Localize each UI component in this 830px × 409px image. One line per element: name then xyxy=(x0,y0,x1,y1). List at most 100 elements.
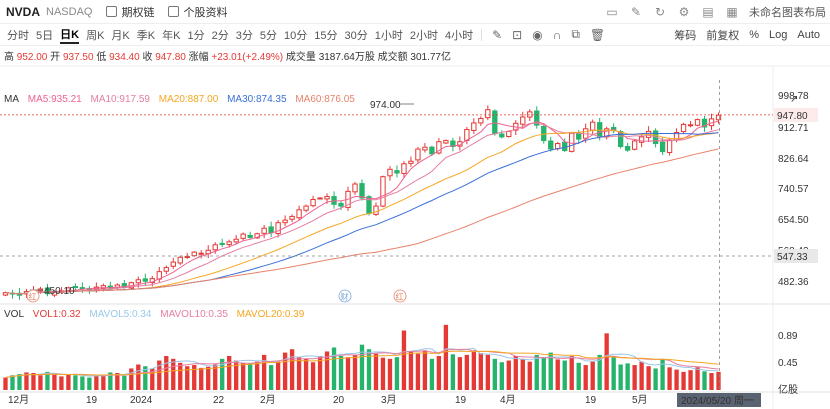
time-axis-label: 2024 xyxy=(130,395,153,406)
volume-bar xyxy=(331,347,337,390)
eye-icon[interactable]: ◉ xyxy=(532,27,543,42)
options-chain-button[interactable]: 期权链 xyxy=(106,4,154,20)
layers-icon[interactable]: ⧉ xyxy=(571,27,580,41)
candle-body xyxy=(527,111,533,118)
period-toolbar: 分时 5日 日K 周K 月K 季K 年K 1分 2分 3分 5分 10分 15分 30分 1小时 2小时 4小时… xyxy=(0,24,830,46)
symbol-name[interactable]: NVDA xyxy=(6,4,41,19)
candle-body xyxy=(352,183,358,193)
volume-bar xyxy=(240,362,246,390)
volume-bar xyxy=(394,357,400,390)
adjust-dropdown[interactable]: 前复权 xyxy=(706,30,740,42)
magnet-icon[interactable]: ∩ xyxy=(552,27,562,42)
stock-info-label: 个股资料 xyxy=(183,6,228,19)
volume-bar xyxy=(261,354,267,390)
candle-body xyxy=(261,227,267,234)
refresh-icon[interactable]: ↻ xyxy=(654,5,666,19)
event-marker xyxy=(26,289,40,303)
low-value: 934.40 xyxy=(109,52,140,63)
volume-bar xyxy=(471,350,477,390)
vol-unit-label: 亿股 xyxy=(778,383,798,396)
period-tab[interactable]: 5分 xyxy=(259,29,277,42)
volume-bar xyxy=(31,373,36,390)
volume-bar xyxy=(115,373,120,390)
volume-bar xyxy=(3,377,8,390)
settings-icon[interactable]: ⚙ xyxy=(678,5,690,19)
volume-bar xyxy=(415,353,421,390)
pencil-icon[interactable]: ✎ xyxy=(492,27,503,42)
stock-info-button[interactable]: 个股资料 xyxy=(168,4,227,20)
last-price-badge xyxy=(774,107,818,122)
options-chain-icon xyxy=(106,6,118,17)
grid-icon[interactable]: ▦ xyxy=(726,5,738,19)
open-label: 开 xyxy=(50,52,61,63)
ma10-legend: MA10:917.59 xyxy=(90,94,151,105)
auto-toggle[interactable]: Auto xyxy=(797,29,820,41)
period-tab[interactable]: 30分 xyxy=(344,29,368,42)
candle-body xyxy=(576,132,582,140)
vol-tick-label: 0.45 xyxy=(778,358,798,369)
period-tab[interactable]: 月K xyxy=(111,29,130,42)
period-tab[interactable]: 季K xyxy=(136,29,156,42)
period-tab[interactable]: 2小时 xyxy=(409,29,438,42)
period-tab[interactable]: 15分 xyxy=(314,29,338,42)
volume-bar xyxy=(282,352,288,390)
period-tab[interactable]: 1小时 xyxy=(374,29,403,42)
period-tab[interactable]: 日K xyxy=(60,26,80,44)
period-tab[interactable]: 1分 xyxy=(187,29,205,42)
low-annotation: 450.10 xyxy=(44,286,75,297)
volume-bar xyxy=(324,351,330,390)
candle-body xyxy=(443,140,449,144)
volume-bar xyxy=(52,374,57,390)
candle-body xyxy=(478,118,484,124)
volume-bar xyxy=(101,374,106,390)
percent-toggle[interactable]: % xyxy=(749,29,759,41)
ma-title[interactable]: MA xyxy=(4,94,19,105)
candle-body xyxy=(247,234,253,238)
volume-bar xyxy=(660,358,665,390)
lock-icon[interactable]: ⊡ xyxy=(512,27,523,42)
candle-body xyxy=(401,163,407,174)
time-axis-label: 20 xyxy=(333,395,345,406)
volume-bar xyxy=(646,366,651,390)
vol-tick-label: 0.89 xyxy=(778,331,798,342)
layout-icon[interactable]: ▤ xyxy=(702,5,714,19)
volume-bar xyxy=(520,358,525,390)
period-tab[interactable]: 分时 xyxy=(7,29,29,42)
volume-bar xyxy=(94,375,99,390)
chart-options: 筹码 前复权 % Log Auto xyxy=(674,24,830,46)
volume-bar xyxy=(548,352,553,390)
log-toggle[interactable]: Log xyxy=(769,29,788,41)
options-chain-label: 期权链 xyxy=(121,6,155,19)
period-tab[interactable]: 4小时 xyxy=(444,29,474,42)
price-tick-label: 740.57 xyxy=(778,184,809,195)
candle-body xyxy=(408,160,414,164)
period-tab[interactable]: 5日 xyxy=(36,29,54,42)
crosshair-price-badge xyxy=(774,249,818,263)
candle-body xyxy=(282,219,288,224)
candle-body xyxy=(359,183,365,199)
candle-body xyxy=(701,118,708,128)
period-tab[interactable]: 年K xyxy=(162,29,181,42)
volume-bar xyxy=(178,362,183,390)
screenshot-icon[interactable]: ▭ xyxy=(606,5,618,19)
period-tab[interactable]: 10分 xyxy=(283,29,308,42)
event-marker-label: 红 xyxy=(396,292,404,302)
open-value: 937.50 xyxy=(62,52,94,63)
volume-bar xyxy=(17,374,22,390)
volume-bar xyxy=(457,357,463,390)
candle-body xyxy=(506,130,512,137)
chips-button[interactable]: 筹码 xyxy=(674,30,697,42)
price-tick-label: 998.78 xyxy=(778,91,809,102)
trash-icon[interactable]: 🗑 xyxy=(589,27,606,42)
edit-icon[interactable]: ✎ xyxy=(630,5,642,19)
period-tab[interactable]: 周K xyxy=(86,29,105,42)
layout-dropdown[interactable]: 未命名图表布局 xyxy=(749,7,826,19)
period-tab[interactable]: 3分 xyxy=(235,29,253,42)
volume-bar xyxy=(352,354,358,390)
volume-bar xyxy=(639,361,644,390)
volume-bar xyxy=(45,371,50,390)
volume-bar xyxy=(709,373,714,390)
period-tab[interactable]: 2分 xyxy=(211,29,229,42)
vol-title[interactable]: VOL xyxy=(4,309,25,320)
